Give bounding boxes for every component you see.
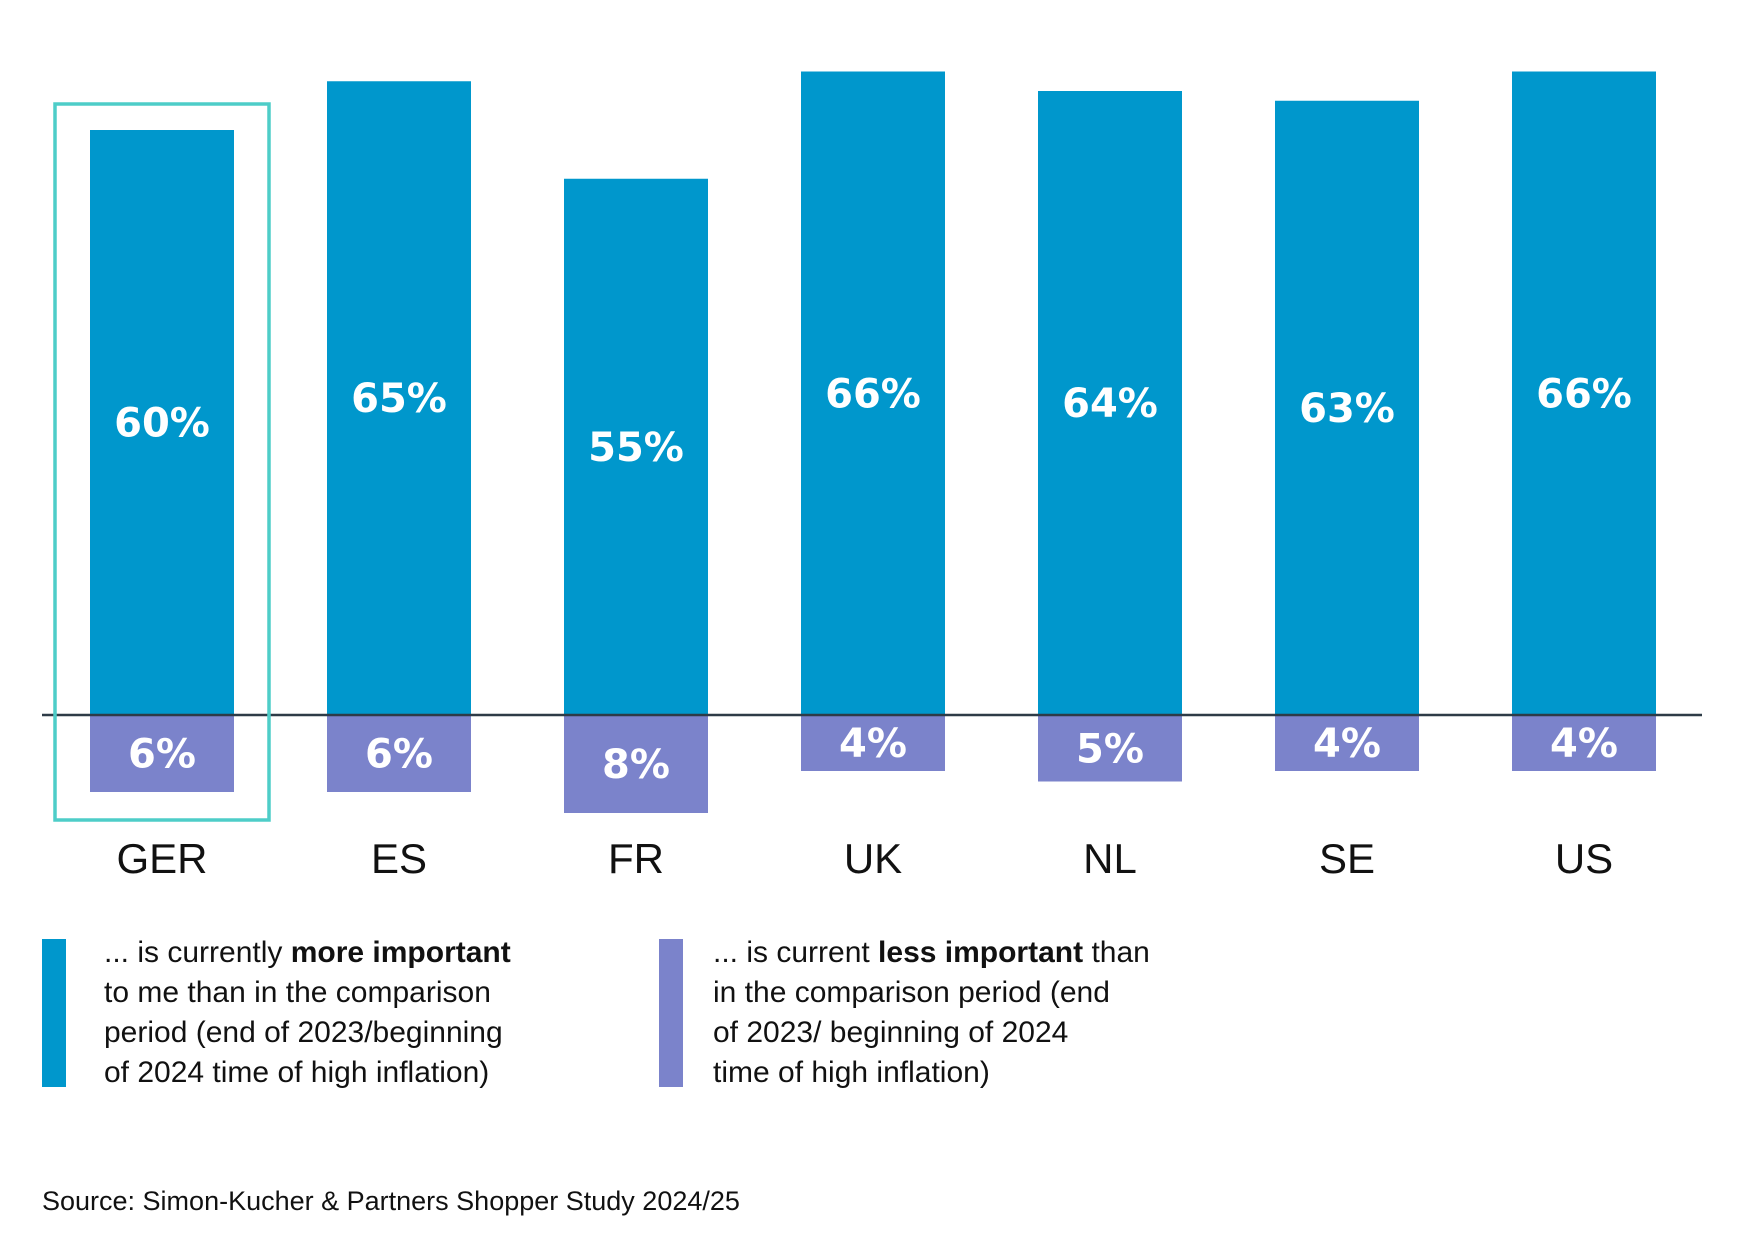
- legend-text-less: ... is current less important than in th…: [713, 933, 1150, 1093]
- category-label: SE: [1319, 835, 1375, 882]
- legend-less-prefix: ... is current: [713, 936, 879, 969]
- legend-less-line: in the comparison period (end: [713, 976, 1110, 1009]
- data-label-less: 4%: [1313, 721, 1381, 767]
- legend-more-line: period (end of 2023/beginning: [104, 1016, 503, 1049]
- legend-text-more: ... is currently more important to me th…: [104, 933, 511, 1093]
- data-label-more: 55%: [588, 425, 684, 471]
- legend-more-bold: more important: [290, 936, 511, 969]
- category-label: ES: [371, 835, 427, 882]
- labels-layer: 60% 6% GER 65% 6% ES 55% 8% FR 66% 4% UK 64% 5% NL 63% 4…: [53, 102, 1632, 882]
- legend-less-bold: less important: [878, 936, 1084, 969]
- bar-more-uk: [801, 71, 945, 715]
- data-label-more: 65%: [351, 376, 447, 422]
- legend-swatch-more: [42, 939, 66, 1087]
- data-label-more: 66%: [825, 371, 921, 417]
- bar-less-es: [327, 715, 471, 792]
- category-label: NL: [1083, 835, 1137, 882]
- data-label-more: 66%: [1536, 371, 1632, 417]
- bar-more-ger: [90, 130, 234, 715]
- category-label: GER: [116, 835, 207, 882]
- data-label-less: 4%: [1550, 721, 1618, 767]
- bar-more-us: [1512, 71, 1656, 715]
- category-label: US: [1555, 835, 1613, 882]
- category-label: UK: [844, 835, 902, 882]
- bar-more-es: [327, 81, 471, 715]
- bar-less-nl: [1038, 715, 1182, 782]
- highlight-box: [53, 102, 271, 822]
- bar-less-us: [1512, 715, 1656, 771]
- legend-less-line: time of high inflation): [713, 1056, 990, 1089]
- data-label-less: 6%: [365, 732, 433, 778]
- data-label-less: 4%: [839, 721, 907, 767]
- legend-swatch-less: [659, 939, 683, 1087]
- data-label-more: 64%: [1062, 381, 1158, 427]
- bar-more-nl: [1038, 91, 1182, 715]
- legend-more-line: to me than in the comparison: [104, 976, 491, 1009]
- data-label-less: 8%: [602, 742, 670, 788]
- bar-less-ger: [90, 715, 234, 792]
- bar-less-se: [1275, 715, 1419, 771]
- bar-more-fr: [564, 178, 708, 715]
- data-label-less: 6%: [128, 732, 196, 778]
- data-label-more: 60%: [114, 401, 210, 447]
- bars-layer: [90, 71, 1656, 813]
- legend-more-line: of 2024 time of high inflation): [104, 1056, 490, 1089]
- bar-more-se: [1275, 100, 1419, 715]
- category-label: FR: [608, 835, 664, 882]
- bar-chart: 60% 6% GER 65% 6% ES 55% 8% FR 66% 4% UK 64% 5% NL 63% 4…: [42, 71, 1702, 882]
- bar-less-fr: [564, 715, 708, 813]
- source-note: Source: Simon-Kucher & Partners Shopper …: [42, 1186, 740, 1216]
- bar-less-uk: [801, 715, 945, 771]
- legend-less-line: of 2023/ beginning of 2024: [713, 1016, 1069, 1049]
- legend-more-prefix: ... is currently: [104, 936, 291, 969]
- legend-less-suffix: than: [1083, 936, 1150, 969]
- data-label-more: 63%: [1299, 386, 1395, 432]
- data-label-less: 5%: [1076, 726, 1144, 772]
